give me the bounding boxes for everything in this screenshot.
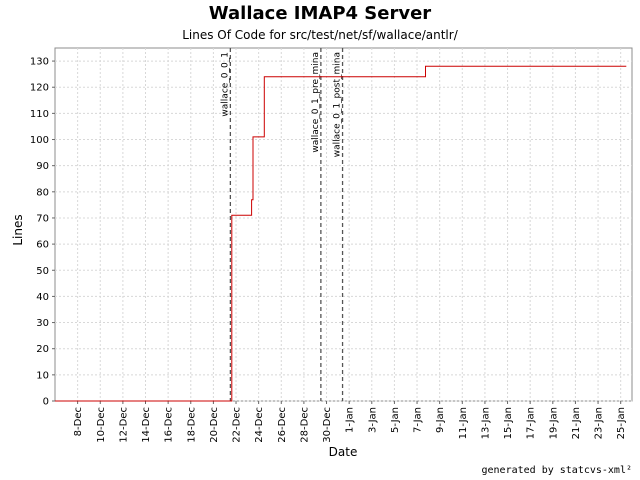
x-tick-label: 17-Jan [526, 407, 537, 439]
x-tick-label: 7-Jan [413, 407, 424, 433]
series-line [55, 65, 627, 402]
chart-title: Wallace IMAP4 Server [208, 3, 432, 24]
y-tick-label: 100 [30, 135, 49, 146]
x-tick-label: 18-Dec [186, 407, 197, 443]
x-axis-label: Date [329, 445, 358, 459]
y-tick-label: 110 [30, 109, 49, 120]
y-tick-label: 60 [36, 240, 49, 251]
x-tick-label: 14-Dec [141, 407, 152, 443]
x-tick-label: 1-Jan [345, 407, 356, 433]
x-tick-label: 15-Jan [503, 407, 514, 439]
y-axis-label: Lines [11, 214, 25, 245]
y-axis: 0 10 20 30 40 50 60 70 80 90 100 110 120 130 [30, 57, 55, 408]
y-tick-label: 130 [30, 57, 49, 68]
x-tick-label: 30-Dec [322, 407, 333, 443]
y-tick-label: 50 [36, 266, 49, 277]
x-tick-label: 3-Jan [367, 407, 378, 433]
x-tick-label: 19-Jan [548, 407, 559, 439]
x-tick-label: 10-Dec [96, 407, 107, 443]
x-tick-label: 8-Dec [73, 407, 84, 436]
x-tick-label: 13-Jan [480, 407, 491, 439]
x-tick-label: 11-Jan [458, 407, 469, 439]
series-lines [55, 65, 627, 402]
x-tick-label: 28-Dec [299, 407, 310, 443]
x-tick-label: 21-Jan [571, 407, 582, 439]
grid-lines [55, 48, 632, 402]
y-tick-label: 20 [36, 344, 49, 355]
version-marker-label: wallace_0_1_pre_mina [311, 52, 321, 153]
version-marker-label: wallace_0_0_1 [220, 52, 230, 117]
x-tick-label: 9-Jan [435, 407, 446, 433]
generator-credit: generated by statcvs-xml² [481, 465, 632, 476]
y-tick-label: 30 [36, 318, 49, 329]
x-axis: 8-Dec 10-Dec 12-Dec 14-Dec 16-Dec 18-Dec 20-De… [73, 401, 627, 443]
x-tick-label: 24-Dec [254, 407, 265, 443]
y-tick-label: 90 [36, 161, 49, 172]
x-tick-label: 23-Jan [594, 407, 605, 439]
x-tick-label: 16-Dec [164, 407, 175, 443]
version-marker-label: wallace_0_1_post_mina [333, 52, 343, 157]
chart-subtitle: Lines Of Code for src/test/net/sf/wallac… [182, 28, 458, 42]
version-markers: wallace_0_0_1 wallace_0_1_pre_mina wallace… [220, 48, 344, 401]
x-tick-label: 25-Jan [616, 407, 627, 439]
plot-area [54, 47, 633, 402]
x-tick-label: 22-Dec [232, 407, 243, 443]
y-tick-label: 40 [36, 292, 49, 303]
x-tick-label: 20-Dec [209, 407, 220, 443]
x-tick-label: 12-Dec [118, 407, 129, 443]
y-tick-label: 80 [36, 187, 49, 198]
y-tick-label: 0 [43, 397, 49, 408]
x-tick-label: 5-Jan [390, 407, 401, 433]
y-tick-label: 70 [36, 213, 49, 224]
x-tick-label: 26-Dec [277, 407, 288, 443]
y-tick-label: 10 [36, 370, 49, 381]
y-tick-label: 120 [30, 83, 49, 94]
